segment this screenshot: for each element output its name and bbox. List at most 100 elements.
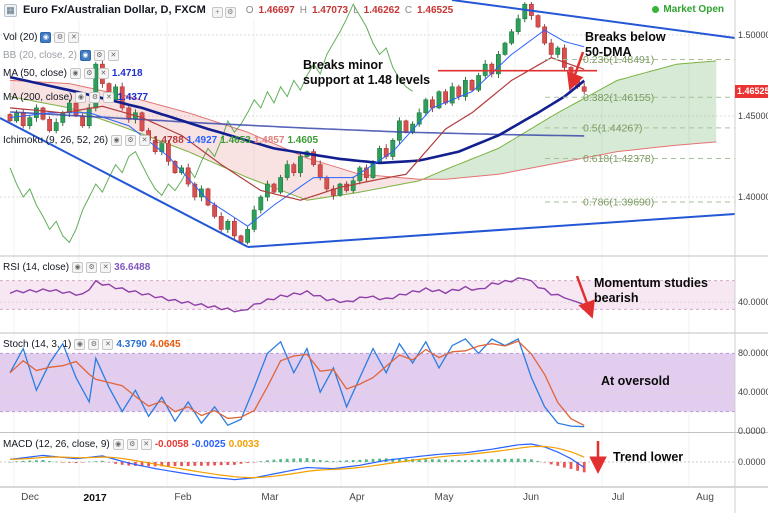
annotation-trend-lower: Trend lower <box>613 450 683 465</box>
indicator-row: MA (200, close) ◉ ⚙ ✕ 1.4377 <box>3 91 148 103</box>
eye-icon[interactable]: ◉ <box>72 261 84 273</box>
time-axis[interactable]: Dec 2017 Feb Mar Apr May Jun Jul Aug <box>0 487 768 513</box>
indicator-value: 1.4605 <box>287 134 319 146</box>
indicator-value: 1.4653 <box>220 134 251 146</box>
close-icon[interactable]: ✕ <box>100 261 112 273</box>
indicator-row: MACD (12, 26, close, 9) ◉ ⚙ ✕ -0.0058 -0.0025… <box>3 438 259 450</box>
indicator-row: Vol (20) ◉ ⚙ ✕ <box>3 31 80 43</box>
time-axis-label: Dec <box>21 492 39 503</box>
annotation-line: bearish <box>594 291 639 305</box>
close-icon[interactable]: ✕ <box>103 91 115 103</box>
indicator-value: 1.4788 <box>153 134 184 146</box>
annotation-line: 50-DMA <box>585 45 632 59</box>
eye-icon[interactable]: ◉ <box>69 67 81 79</box>
fib-level-label: 0.236(1.48491) <box>583 54 654 66</box>
time-axis-label: 2017 <box>83 492 107 504</box>
chart-settings-icon[interactable]: ⚙ <box>224 7 236 18</box>
close-icon[interactable]: ✕ <box>68 31 80 43</box>
market-open-dot <box>652 6 660 13</box>
settings-icon[interactable]: ⚙ <box>93 49 105 61</box>
indicator-value: 0.0033 <box>228 438 260 450</box>
price-axis[interactable]: 1.50000 1.45000 1.40000 40.0000 80.0000 40.00… <box>735 0 768 487</box>
annotation-line: Momentum studies <box>594 276 708 290</box>
fib-level-label: 0.618(1.42378) <box>583 153 654 165</box>
ohlc-label: H <box>299 4 307 16</box>
ohlc-value: 1.46525 <box>417 4 454 16</box>
price-axis-label: 1.50000 <box>738 30 768 40</box>
eye-icon[interactable]: ◉ <box>112 438 124 450</box>
indicator-label[interactable]: Stoch (14, 3, 1) <box>3 338 72 350</box>
indicator-label[interactable]: MACD (12, 26, close, 9) <box>3 438 110 450</box>
annotation-line: Breaks minor <box>303 58 383 72</box>
close-icon[interactable]: ✕ <box>107 49 119 61</box>
price-axis-label: 0.0000 <box>738 426 766 436</box>
market-status-label: Market Open <box>663 4 724 15</box>
indicator-label[interactable]: MA (50, close) <box>3 67 67 79</box>
ohlc-value: 1.46697 <box>258 4 295 16</box>
indicator-label[interactable]: Vol (20) <box>3 31 38 43</box>
price-axis-label: 40.0000 <box>738 297 768 308</box>
price-axis-label: 0.0000 <box>738 457 766 467</box>
eye-icon[interactable]: ◉ <box>79 49 91 61</box>
indicator-value: 1.4857 <box>253 134 285 146</box>
eye-icon[interactable]: ◉ <box>111 134 123 146</box>
ohlc-value: 1.47073 <box>311 4 349 16</box>
fib-level-label: 0.5(1.44267) <box>583 122 643 134</box>
symbol-icon[interactable]: ▦ <box>4 3 17 17</box>
annotation-line: support at 1.48 levels <box>303 73 431 87</box>
ohlc-values: O 1.46697 H 1.47073 L 1.46262 C 1.46525 <box>246 5 453 16</box>
settings-icon[interactable]: ⚙ <box>54 31 66 43</box>
indicator-label[interactable]: MA (200, close) <box>3 91 73 103</box>
indicator-value: 4.0645 <box>149 338 181 350</box>
price-axis-label: 40.0000 <box>738 387 768 398</box>
indicator-value: 36.6488 <box>114 261 151 273</box>
compare-icon[interactable]: + <box>211 7 223 18</box>
settings-icon[interactable]: ⚙ <box>126 438 138 450</box>
ohlc-label: O <box>245 4 254 16</box>
time-axis-label: Feb <box>174 492 192 503</box>
settings-icon[interactable]: ⚙ <box>89 91 101 103</box>
indicator-value: 1.4927 <box>186 134 218 146</box>
time-axis-label: Aug <box>696 492 714 503</box>
indicator-row: RSI (14, close) ◉ ⚙ ✕ 36.6488 <box>3 261 150 273</box>
indicator-label[interactable]: RSI (14, close) <box>3 261 70 273</box>
indicator-value: -0.0025 <box>191 438 226 450</box>
close-icon[interactable]: ✕ <box>102 338 114 350</box>
chart-title[interactable]: Euro Fx/Australian Dollar, D, FXCM <box>23 4 206 16</box>
last-price-badge: 1.46525 <box>735 84 768 98</box>
settings-icon[interactable]: ⚙ <box>83 67 95 79</box>
settings-icon[interactable]: ⚙ <box>88 338 100 350</box>
close-icon[interactable]: ✕ <box>97 67 109 79</box>
fib-level-label: 0.786(1.39690) <box>583 197 654 209</box>
close-icon[interactable]: ✕ <box>140 438 152 450</box>
settings-icon[interactable]: ⚙ <box>125 134 137 146</box>
price-axis-label: 80.0000 <box>738 348 768 359</box>
annotation-support-break: Breaks minor support at 1.48 levels <box>303 58 463 88</box>
settings-icon[interactable]: ⚙ <box>86 261 98 273</box>
time-axis-label: May <box>434 492 454 503</box>
ohlc-value: 1.46262 <box>363 4 400 16</box>
indicator-row: MA (50, close) ◉ ⚙ ✕ 1.4718 <box>3 67 143 79</box>
indicator-value: 1.4718 <box>111 67 143 79</box>
ohlc-label: L <box>353 4 359 16</box>
eye-icon[interactable]: ◉ <box>75 91 87 103</box>
legend-icons: + ⚙ <box>211 1 238 19</box>
time-axis-label: Mar <box>261 492 279 503</box>
price-axis-label: 1.45000 <box>738 111 768 121</box>
annotation-momentum: Momentum studies bearish <box>594 276 734 306</box>
price-axis-label: 1.40000 <box>738 192 768 202</box>
indicator-row: Ichimoku (9, 26, 52, 26) ◉ ⚙ ✕ 1.4788 1.4927 1… <box>3 134 318 146</box>
annotation-oversold: At oversold <box>601 374 670 389</box>
chart-legend: ▦ Euro Fx/Australian Dollar, D, FXCM + ⚙ … <box>4 2 453 18</box>
indicator-label[interactable]: Ichimoku (9, 26, 52, 26) <box>3 134 109 146</box>
time-axis-label: Jul <box>611 492 625 503</box>
close-icon[interactable]: ✕ <box>139 134 151 146</box>
indicator-value: -0.0058 <box>154 438 189 450</box>
indicator-label[interactable]: BB (20, close, 2) <box>3 49 77 61</box>
indicator-row: BB (20, close, 2) ◉ ⚙ ✕ <box>3 49 119 61</box>
eye-icon[interactable]: ◉ <box>74 338 86 350</box>
eye-icon[interactable]: ◉ <box>40 31 52 43</box>
